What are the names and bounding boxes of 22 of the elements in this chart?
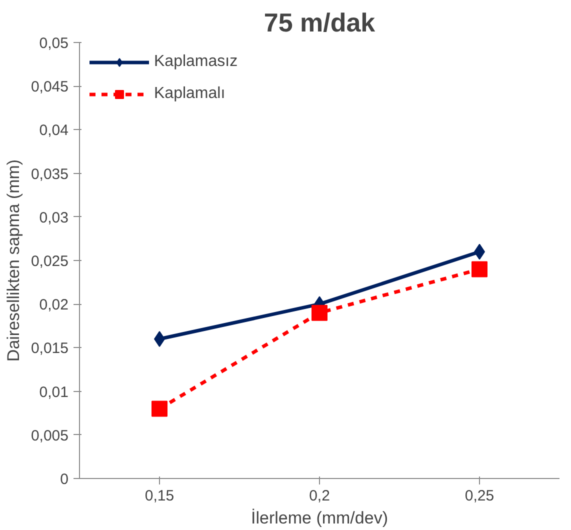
y-tick-label: 0,015: [30, 340, 69, 358]
y-tick-label: 0,05: [39, 35, 69, 52]
y-tick-label: 0,01: [39, 384, 69, 401]
point: [472, 261, 488, 278]
y-axis-title: Dairesellikten sapma (mm): [4, 159, 23, 362]
x-tick-label: 0,25: [464, 488, 494, 504]
point: [152, 400, 168, 417]
point: [312, 304, 328, 321]
y-tick-label: 0,04: [39, 122, 69, 140]
y-tick-label: 0,03: [39, 209, 69, 226]
y-tick-label: 0,035: [30, 166, 69, 183]
y-tick-label: 0,005: [30, 427, 69, 444]
y-tick-label: 0: [60, 471, 68, 488]
chart-title: 75 m/dak: [264, 8, 376, 38]
y-tick-label: 0,025: [30, 253, 69, 270]
legend-label: Kaplamasız: [154, 53, 238, 71]
x-tick-label: 0,2: [309, 488, 330, 504]
x-axis-title: İlerleme (mm/dev): [251, 508, 388, 528]
x-tick-label: 0,15: [144, 488, 174, 504]
y-tick-label: 0,045: [30, 78, 69, 96]
legend-label: Kaplamalı: [154, 85, 226, 103]
y-tick-label: 0,02: [39, 296, 69, 314]
